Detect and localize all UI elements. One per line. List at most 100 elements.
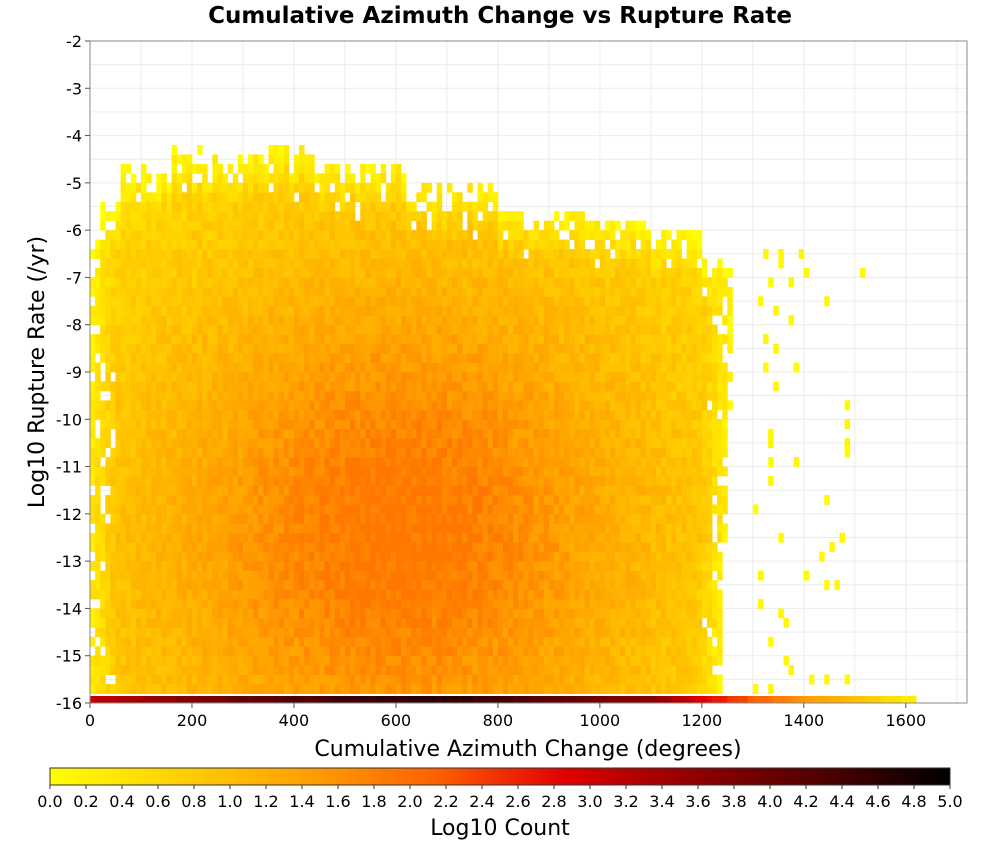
heatmap-cell: [222, 400, 229, 411]
heatmap-cell: [344, 447, 351, 458]
heatmap-cell: [135, 589, 142, 600]
heatmap-cell: [406, 362, 412, 373]
heatmap-cell: [406, 438, 412, 449]
heatmap-cell: [95, 466, 101, 477]
heatmap-cell: [452, 192, 458, 203]
heatmap-cell: [472, 390, 478, 401]
heatmap-cell: [110, 542, 116, 553]
heatmap-cell: [457, 192, 463, 203]
heatmap-cell: [176, 589, 183, 600]
heatmap-cell: [130, 627, 137, 638]
heatmap-cell: [416, 589, 422, 600]
heatmap-cell: [416, 646, 422, 657]
heatmap-cell: [452, 390, 458, 401]
heatmap-cell: [100, 239, 106, 250]
heatmap-cell: [186, 409, 193, 420]
heatmap-cell: [487, 551, 494, 562]
heatmap-cell: [533, 457, 540, 467]
heatmap-cell: [304, 684, 310, 694]
heatmap-cell: [553, 570, 560, 581]
heatmap-cell: [222, 192, 229, 203]
heatmap-cell: [355, 334, 361, 345]
heatmap-cell: [171, 598, 178, 609]
heatmap-cell: [176, 636, 183, 647]
heatmap-cell: [411, 476, 417, 486]
heatmap-cell: [324, 438, 331, 449]
heatmap-cell: [191, 494, 198, 505]
heatmap-cell: [406, 211, 412, 222]
heatmap-cell: [212, 428, 218, 439]
heatmap-cell: [110, 646, 116, 657]
heatmap-cell: [380, 684, 387, 694]
heatmap-cell: [370, 513, 376, 524]
heatmap-cell: [390, 258, 397, 269]
heatmap-cell: [487, 192, 494, 203]
heatmap-cell: [110, 655, 116, 666]
heatmap-cell: [350, 523, 356, 534]
heatmap-cell: [477, 665, 484, 676]
heatmap-cell: [288, 239, 295, 250]
heatmap-cell: [462, 646, 468, 657]
heatmap-cell: [222, 513, 229, 524]
heatmap-cell: [370, 286, 376, 297]
heatmap-cell: [115, 286, 121, 297]
heatmap-cell: [457, 267, 463, 278]
heatmap-cell: [258, 532, 264, 543]
heatmap-cell: [528, 523, 534, 534]
heatmap-cell: [390, 589, 397, 600]
heatmap-cell: [151, 220, 157, 231]
heatmap-cell: [344, 305, 351, 316]
heatmap-cell: [436, 665, 443, 676]
heatmap-cell: [217, 390, 223, 401]
heatmap-cell: [503, 343, 509, 354]
heatmap-cell: [268, 646, 274, 657]
heatmap-cell: [115, 551, 121, 562]
heatmap-cell: [350, 627, 356, 638]
heatmap-cell: [538, 390, 545, 401]
heatmap-cell: [319, 485, 325, 496]
heatmap-cell: [360, 646, 366, 657]
heatmap-cell: [344, 542, 351, 553]
heatmap-cell: [452, 627, 458, 638]
heatmap-cell: [548, 419, 555, 430]
heatmap-cell: [186, 684, 193, 694]
heatmap-cell: [503, 286, 509, 297]
heatmap-cell: [283, 419, 290, 430]
heatmap-cell: [130, 305, 137, 316]
heatmap-cell: [370, 390, 376, 401]
heatmap-cell: [436, 570, 443, 581]
heatmap-cell: [431, 580, 438, 590]
heatmap-cell: [273, 201, 280, 212]
heatmap-cell: [452, 523, 458, 534]
heatmap-cell: [360, 447, 366, 458]
heatmap-cell: [339, 551, 346, 562]
heatmap-cell: [110, 523, 116, 534]
heatmap-cell: [217, 239, 223, 250]
heatmap-cell: [273, 315, 280, 326]
heatmap-cell: [288, 428, 295, 439]
heatmap-cell: [497, 646, 504, 657]
heatmap-cell: [426, 324, 433, 335]
heatmap-cell: [355, 523, 361, 534]
heatmap-cell: [421, 315, 427, 326]
heatmap-cell: [278, 182, 285, 193]
heatmap-cell: [370, 324, 376, 335]
heatmap-cell: [171, 457, 178, 467]
heatmap-cell: [288, 608, 295, 619]
heatmap-cell: [462, 447, 468, 458]
heatmap-cell: [553, 286, 560, 297]
heatmap-cell: [497, 523, 504, 534]
heatmap-cell: [380, 334, 387, 345]
heatmap-cell: [482, 646, 489, 657]
heatmap-cell: [222, 466, 229, 477]
heatmap-cell: [197, 570, 203, 581]
heatmap-cell: [350, 542, 356, 553]
heatmap-cell: [533, 334, 540, 345]
heatmap-cell: [242, 372, 249, 382]
heatmap-cell: [146, 334, 152, 345]
heatmap-cell: [365, 343, 371, 354]
heatmap-cell: [304, 542, 310, 553]
heatmap-cell: [548, 447, 555, 458]
heatmap-cell: [222, 362, 229, 373]
heatmap-cell: [186, 674, 193, 685]
